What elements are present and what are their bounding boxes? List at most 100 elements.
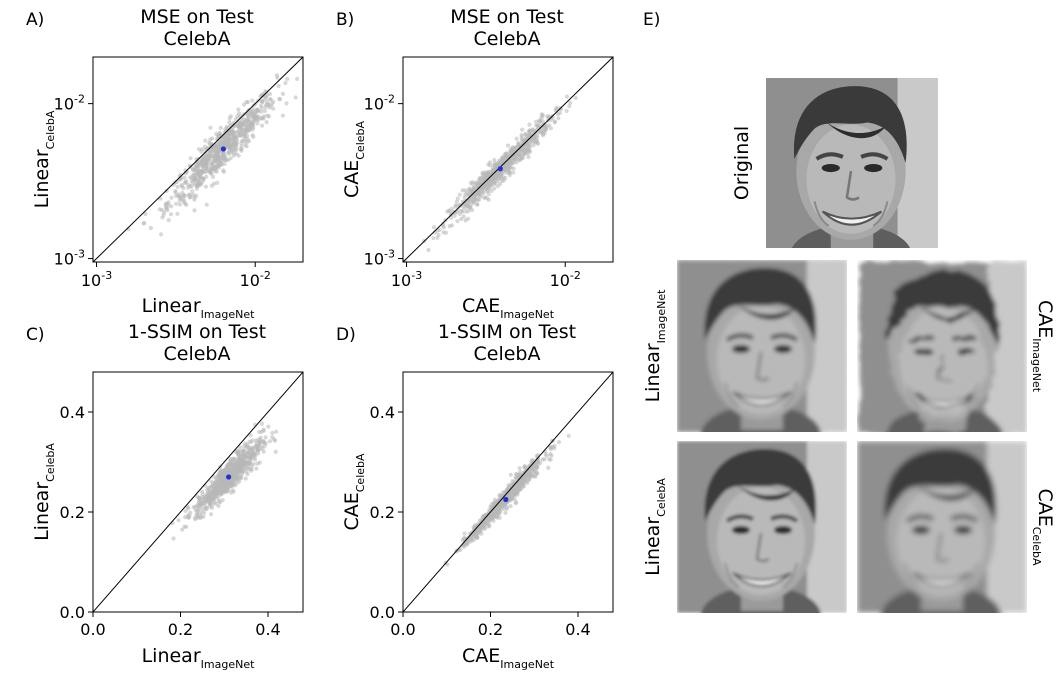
scatter-point (234, 481, 239, 486)
scatter-point (200, 165, 205, 170)
scatter-point (202, 144, 207, 149)
scatter-point (492, 497, 498, 502)
scatter-point (491, 178, 496, 183)
scatter-point (236, 153, 241, 158)
identity-line (93, 372, 303, 612)
scatter-point (213, 168, 218, 174)
scatter-point (484, 196, 490, 201)
scatter-point (243, 476, 248, 481)
scatter-point (250, 98, 255, 103)
scatter-point (266, 102, 271, 107)
x-tick-label: 0.4 (255, 620, 280, 639)
scatter-point (431, 236, 436, 241)
scatter-point (546, 465, 551, 470)
scatter-point (564, 94, 570, 99)
y-tick-label: 10-2 (54, 93, 85, 114)
scatter-point (455, 196, 460, 201)
panel-label: B) (336, 10, 354, 30)
scatter-point (466, 216, 471, 221)
scatter-point (221, 142, 226, 147)
scatter-point (471, 201, 476, 206)
scatter-point (457, 192, 462, 197)
scatter-point (203, 504, 208, 509)
chart-title-line: 1-SSIM on Test (438, 321, 576, 343)
scatter-point (212, 496, 217, 501)
scatter-point (197, 176, 203, 181)
y-tick-label: 10-2 (364, 93, 395, 114)
scatter-point (232, 143, 237, 148)
scatter-point (230, 488, 235, 493)
scatter-point (519, 136, 524, 142)
scatter-point (246, 113, 251, 118)
scatter-point (270, 430, 275, 436)
scatter-point (159, 232, 164, 237)
scatter-point (293, 95, 298, 100)
scatter-point (180, 527, 185, 532)
x-tick-label: 0.0 (80, 620, 105, 639)
scatter-point (542, 122, 548, 127)
scatter-point (447, 209, 452, 214)
scatter-point (436, 232, 441, 238)
scatter-point (193, 517, 198, 522)
y-tick-label: 0.2 (60, 503, 85, 522)
scatter-point (511, 480, 516, 485)
scatter-point (230, 478, 235, 483)
scatter-point (230, 462, 235, 467)
scatter-point (268, 97, 273, 102)
scatter-point (262, 108, 267, 113)
scatter-point (264, 120, 269, 125)
scatter-point (260, 100, 265, 105)
y-axis-label: CAECelebA (341, 120, 367, 198)
scatter-point (204, 202, 209, 207)
scatter-point (492, 157, 497, 163)
scatter-point (487, 186, 492, 191)
panel-label: A) (26, 10, 44, 30)
scatter-point (187, 195, 192, 200)
x-axis-label: CAEImageNet (462, 295, 555, 321)
scatter-point (471, 535, 476, 540)
scatter-point (190, 189, 195, 194)
scatter-point (227, 145, 232, 150)
scatter-point (509, 165, 514, 170)
scatter-point (548, 445, 553, 450)
x-axis-label: LinearImageNet (142, 295, 256, 321)
y-axis-label: LinearCelebA (31, 443, 57, 541)
scatter-point (519, 482, 524, 487)
scatter-point (223, 157, 228, 163)
scatter-point (507, 154, 512, 159)
scatter-point (160, 215, 165, 220)
scatter-point (219, 485, 224, 490)
scatter-point (238, 445, 243, 450)
plot-area (93, 57, 303, 262)
scatter-point (548, 126, 554, 131)
scatter-point (552, 446, 557, 451)
axes-frame (402, 56, 614, 263)
scatter-point (280, 113, 285, 118)
plot-area (403, 372, 613, 612)
scatter-point (208, 125, 213, 130)
face-image (766, 78, 938, 248)
scatter-point (214, 484, 219, 489)
scatter-point (188, 156, 193, 161)
x-tick-label: 0.0 (390, 620, 415, 639)
scatter-point (259, 421, 264, 426)
scatter-point (236, 107, 241, 112)
scatter-point (523, 131, 528, 136)
scatter-point (517, 466, 522, 471)
reconstruction-linear-celeba: LinearCelebA (642, 441, 847, 613)
scatter-point (486, 180, 491, 186)
face-image (857, 441, 1027, 613)
scatter-point (513, 501, 518, 506)
scatter-point (533, 119, 539, 124)
highlight-point (503, 496, 509, 503)
scatter-point (243, 142, 248, 147)
scatter-point (201, 514, 206, 519)
scatter-point (206, 168, 211, 173)
scatter-point (530, 474, 535, 479)
scatter-point (555, 112, 560, 117)
scatter-point (483, 172, 488, 177)
scatter-point (454, 199, 459, 204)
scatter-point (257, 441, 262, 446)
scatter-point (462, 531, 467, 536)
scatter-point (157, 207, 162, 212)
